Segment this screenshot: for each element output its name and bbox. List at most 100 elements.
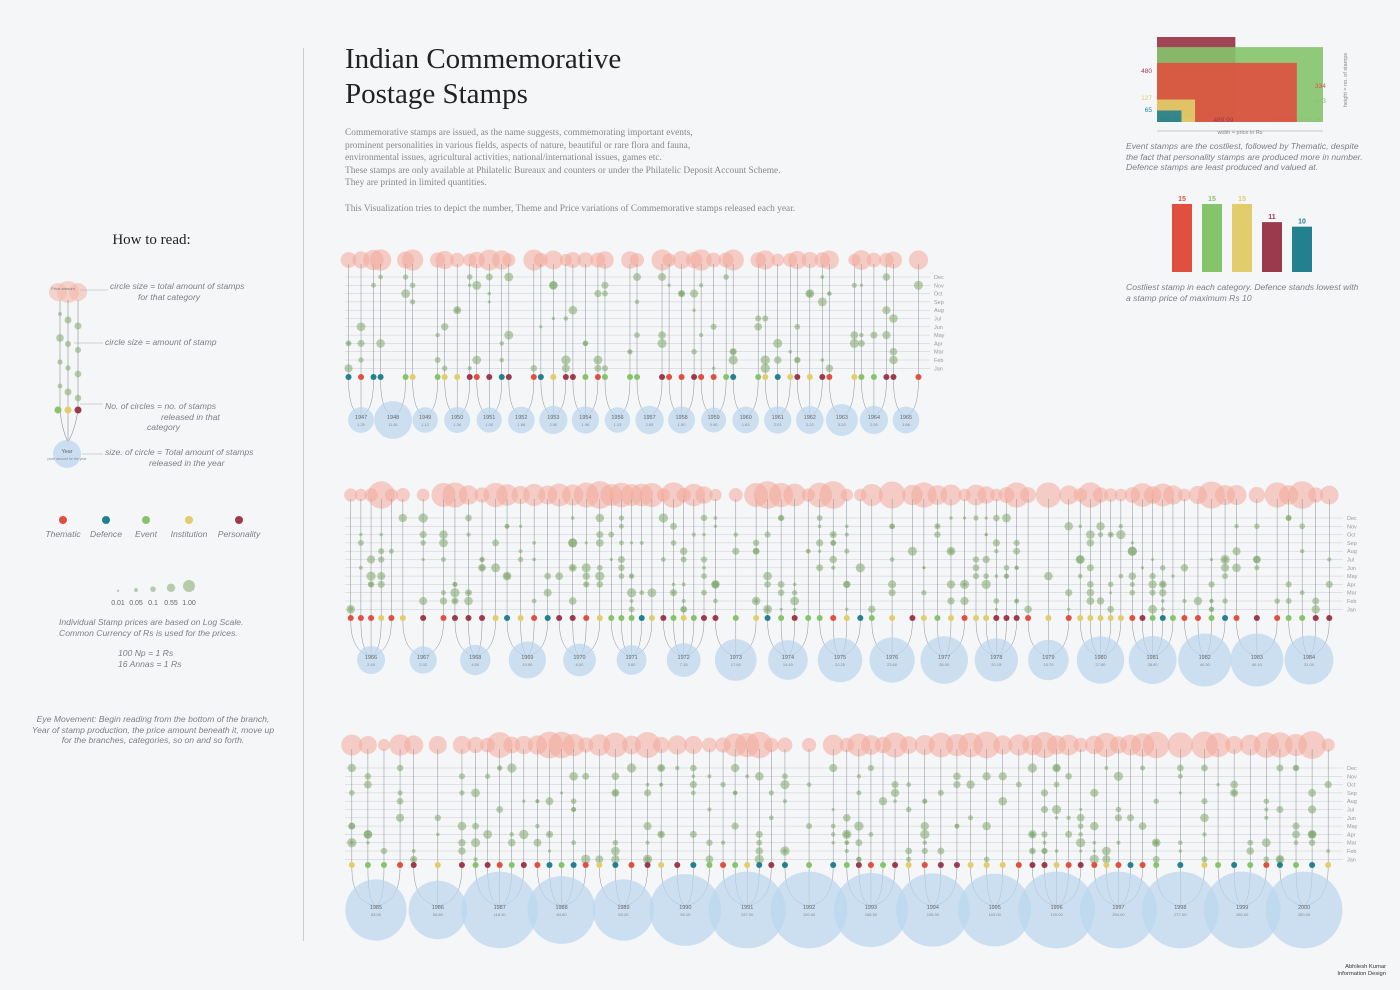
stamp-dot <box>778 515 784 521</box>
category-total-circle <box>603 732 628 758</box>
stamp-dot <box>792 582 797 587</box>
area-chart-caption: Event stamps are the costliest, followed… <box>1126 141 1363 172</box>
year-total-label: 2.50 <box>870 422 879 427</box>
category-total-circle <box>958 488 971 502</box>
scale-label: 0.05 <box>129 600 143 607</box>
stamp-dot <box>411 849 416 853</box>
category-dot <box>1149 615 1156 621</box>
stamp-dot <box>581 854 591 864</box>
category-dot <box>347 615 354 621</box>
category-dot <box>909 615 916 621</box>
branch-to-year <box>521 379 535 417</box>
category-total-circle <box>1073 737 1088 753</box>
category-dot <box>504 615 511 621</box>
stamp-dot <box>966 780 975 789</box>
stamp-dot <box>706 839 713 846</box>
stamp-dot <box>465 514 472 522</box>
category-dot <box>967 862 974 868</box>
branch-to-year <box>1118 867 1131 907</box>
category-dot <box>377 374 384 380</box>
stamp-dot <box>357 539 364 546</box>
stamp-dot <box>634 299 640 305</box>
stamp-dot <box>1254 565 1260 571</box>
stamp-dot <box>1231 790 1237 796</box>
stamp-dot <box>702 565 706 570</box>
example-stamp-dot <box>64 388 72 396</box>
stamp-dot <box>982 821 991 831</box>
year-label: 1977 <box>938 655 950 661</box>
stamp-dot <box>982 555 990 564</box>
month-label: Aug <box>1347 799 1357 805</box>
branch-to-year <box>745 379 759 417</box>
category-total-circle <box>364 488 378 502</box>
category-dot <box>520 862 527 868</box>
stamp-dot <box>628 573 635 579</box>
branch-to-year <box>375 867 401 907</box>
stamp-dot <box>690 289 699 298</box>
year-total-label: 2.01 <box>774 422 783 427</box>
branch-to-year <box>905 379 919 417</box>
branch-to-year <box>1288 620 1309 657</box>
stamp-dot <box>731 822 739 830</box>
stamp-dot <box>851 282 857 288</box>
category-total-circle <box>377 738 391 752</box>
category-dot <box>1127 862 1134 868</box>
stamp-dot <box>805 548 811 554</box>
stamp-dot <box>596 531 604 539</box>
stamp-dot <box>1086 597 1095 605</box>
stamp-dot <box>440 323 449 331</box>
branch-to-year <box>1090 620 1101 657</box>
stamp-dot <box>730 763 740 773</box>
month-label: May <box>1347 824 1358 830</box>
month-label: Sep <box>934 300 944 306</box>
scale-circle <box>134 588 138 592</box>
branch-to-year <box>892 620 913 657</box>
stamp-dot <box>617 555 625 564</box>
branch-to-year <box>1204 620 1212 657</box>
category-dot <box>953 862 960 868</box>
stamp-dot <box>1086 564 1094 572</box>
category-dot <box>678 374 685 380</box>
branch-to-year <box>908 867 933 907</box>
stamp-dot <box>711 580 720 589</box>
month-label: Jan <box>1347 857 1356 863</box>
category-total-circle <box>965 484 987 506</box>
year-total-label: 0.90 <box>710 422 719 427</box>
stamp-dot <box>356 322 366 332</box>
branch-to-year <box>787 620 809 657</box>
stamp-dot <box>346 605 356 614</box>
stamp-dot <box>548 280 558 290</box>
branch-to-year <box>1044 867 1057 907</box>
category-dot <box>348 862 355 868</box>
year-label: 1957 <box>643 415 655 421</box>
stamp-dot <box>545 830 554 839</box>
year-label: 1953 <box>547 415 559 421</box>
category-total-circle <box>848 253 861 267</box>
stamp-dot <box>543 588 552 597</box>
stamp-dot <box>1177 773 1183 779</box>
year-label: 1991 <box>741 905 753 911</box>
stamp-dot <box>817 524 822 529</box>
stamp-dot <box>349 840 354 845</box>
category-dot <box>1117 615 1124 621</box>
stamp-dot <box>1307 805 1317 814</box>
category-dot <box>730 374 737 380</box>
year-label: 1983 <box>1251 655 1263 661</box>
year-total-label: 1.13 <box>614 422 623 427</box>
stamp-dot <box>570 798 577 804</box>
year-label: 1993 <box>865 905 877 911</box>
stamp-dot <box>452 581 458 587</box>
category-dot <box>1013 615 1020 621</box>
year-circle <box>592 879 655 941</box>
category-total-circle <box>884 251 902 269</box>
year-circle <box>409 646 437 674</box>
stamp-dot <box>1128 572 1137 580</box>
category-dot <box>626 374 633 380</box>
category-dot <box>1177 862 1184 868</box>
stamp-dot <box>568 538 578 548</box>
category-dot <box>851 374 858 380</box>
year-total-label: 11.81 <box>388 422 398 427</box>
stamp-dot <box>1076 838 1086 848</box>
category-dot <box>517 615 524 621</box>
category-total-circle <box>722 249 744 271</box>
